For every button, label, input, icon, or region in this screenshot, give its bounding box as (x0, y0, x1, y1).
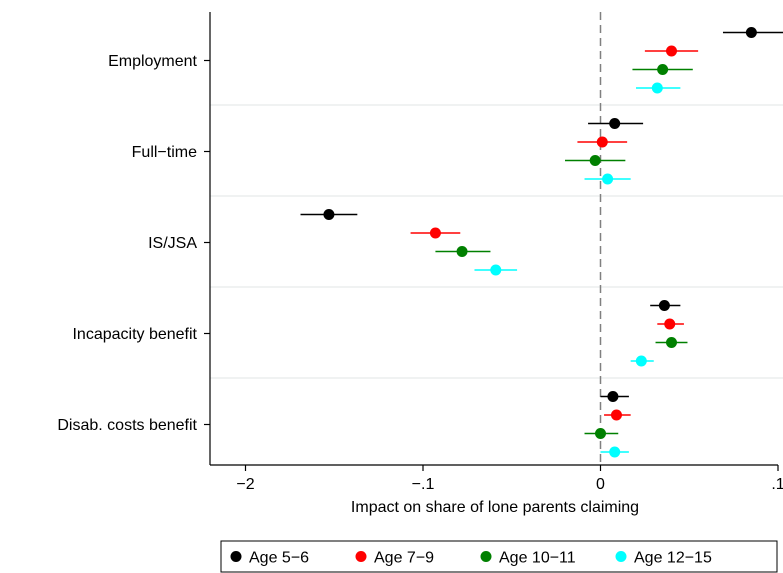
x-tick-label: .1 (771, 476, 783, 493)
point-estimate (666, 45, 677, 57)
legend-box (220, 540, 778, 573)
point-estimate (456, 246, 468, 257)
category-label: Incapacity benefit (72, 326, 197, 343)
legend-marker (355, 551, 367, 562)
point-estimate (596, 136, 608, 148)
legend-label: Age 7−9 (374, 550, 434, 567)
point-estimate (490, 264, 502, 276)
point-estimate (429, 227, 441, 239)
point-estimate (651, 82, 663, 94)
point-estimate (745, 27, 757, 38)
category-label: IS/JSA (148, 235, 197, 252)
point-estimate (657, 64, 669, 75)
point-estimate (658, 300, 670, 311)
legend-label: Age 12−15 (634, 550, 712, 567)
point-estimate (323, 209, 335, 220)
category-label: Full−time (132, 144, 197, 161)
point-estimate (609, 446, 621, 458)
point-estimate (610, 409, 622, 421)
category-label: Disab. costs benefit (57, 417, 197, 434)
legend: Age 5−6 Age 7−9 Age 10−11 Age 12−15 (220, 540, 778, 573)
point-estimate (607, 391, 619, 402)
point-estimate (589, 155, 601, 166)
x-tick-label: −2 (236, 476, 254, 493)
point-estimate (635, 355, 647, 367)
x-tick-label: 0 (596, 476, 605, 493)
legend-label: Age 10−11 (499, 550, 576, 567)
x-tick-label: −.1 (412, 476, 435, 493)
category-label: Employment (108, 53, 197, 70)
point-estimate (666, 337, 677, 348)
x-axis-title: Impact on share of lone parents claiming (351, 499, 639, 516)
point-estimate (609, 118, 621, 129)
plot-area: −2 −.1 0 .1 Impact on share of lone parents … (57, 12, 783, 516)
legend-marker (615, 551, 627, 562)
point-estimate (664, 318, 676, 330)
legend-marker (480, 551, 492, 562)
legend-marker (230, 551, 242, 562)
legend-label: Age 5−6 (249, 550, 309, 567)
point-estimate (595, 428, 606, 439)
point-estimate (602, 173, 614, 185)
